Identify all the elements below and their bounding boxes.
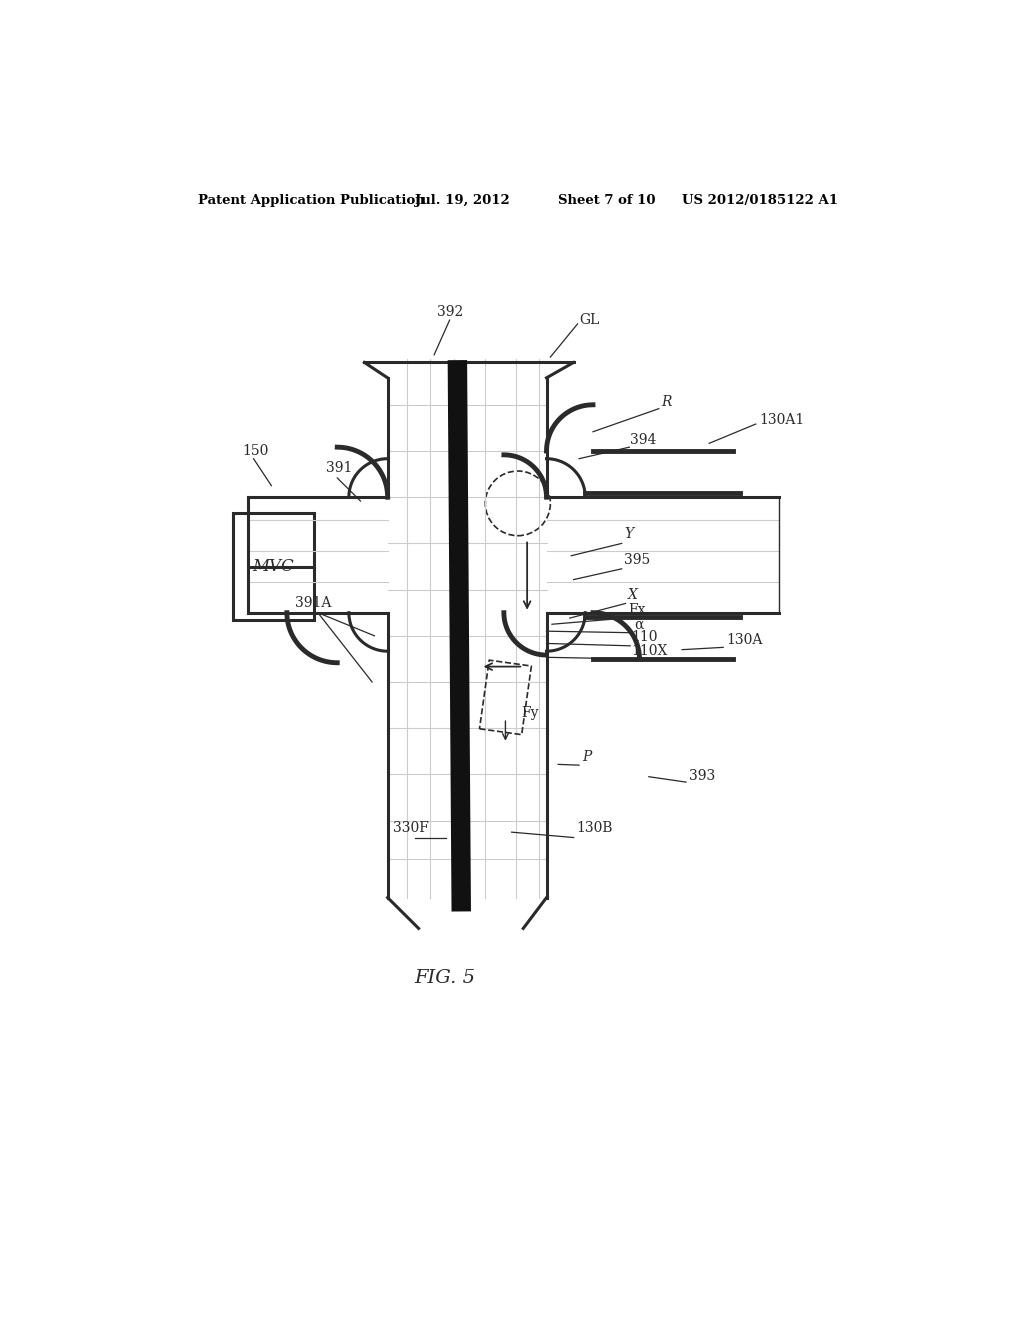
Text: 150: 150 (243, 444, 269, 458)
Text: 330F: 330F (393, 821, 429, 836)
Text: 391: 391 (326, 461, 352, 475)
Text: 130B: 130B (575, 821, 612, 836)
Text: Fy: Fy (521, 706, 540, 719)
Text: 130A1: 130A1 (760, 413, 805, 428)
Bar (232, 512, 314, 620)
Text: 110: 110 (632, 631, 658, 644)
Text: 395: 395 (624, 553, 650, 568)
Text: 393: 393 (689, 770, 716, 783)
Text: 130A: 130A (726, 634, 763, 647)
Text: Jul. 19, 2012: Jul. 19, 2012 (415, 194, 510, 207)
Text: Patent Application Publication: Patent Application Publication (198, 194, 425, 207)
Text: 391A: 391A (295, 597, 331, 610)
Text: P: P (583, 751, 592, 764)
Text: X: X (628, 587, 638, 602)
Text: US 2012/0185122 A1: US 2012/0185122 A1 (682, 194, 838, 207)
Text: Sheet 7 of 10: Sheet 7 of 10 (558, 194, 655, 207)
Text: MVC: MVC (253, 558, 294, 576)
Text: 392: 392 (436, 305, 463, 319)
Text: 394: 394 (630, 433, 656, 447)
Text: Y: Y (624, 527, 633, 541)
Text: 110X: 110X (632, 644, 668, 659)
Text: α: α (634, 618, 643, 631)
Text: FIG. 5: FIG. 5 (415, 969, 476, 987)
Text: Fx: Fx (628, 603, 645, 616)
Text: R: R (662, 395, 672, 409)
Text: GL: GL (579, 313, 599, 327)
